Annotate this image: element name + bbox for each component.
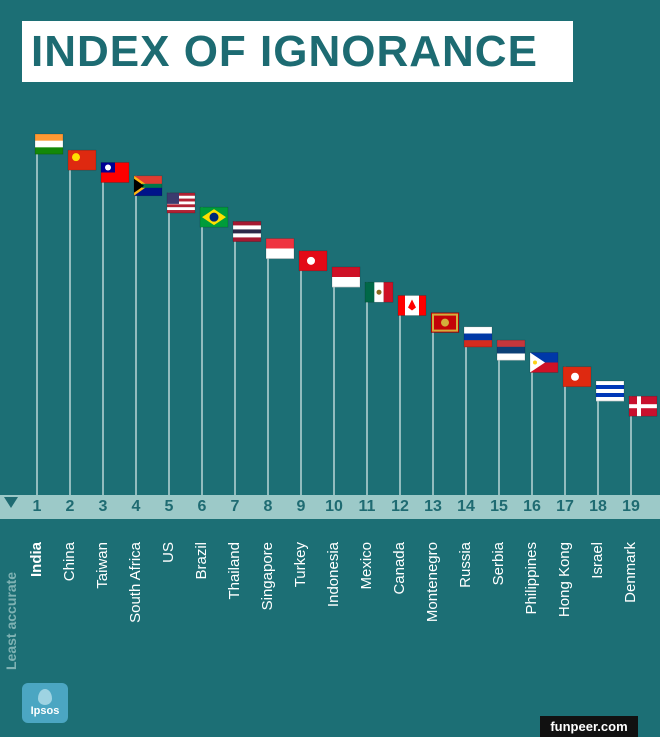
logo-mark-icon	[38, 689, 52, 705]
flag-russia-icon	[463, 326, 493, 348]
flag-india-icon	[34, 133, 64, 155]
flag-taiwan-icon	[100, 162, 130, 183]
logo-text: Ipsos	[30, 705, 60, 717]
flag-thailand-icon	[232, 221, 262, 242]
rank-number: 13	[424, 498, 442, 515]
rank-number: 11	[358, 498, 376, 515]
flag-singapore-icon	[265, 238, 295, 259]
down-arrow-icon	[4, 497, 18, 508]
country-label: Canada	[391, 542, 408, 595]
country-label: Mexico	[358, 542, 375, 590]
flag-canada-icon	[397, 295, 427, 316]
country-label: Hong Kong	[556, 542, 573, 618]
rank-number: 10	[325, 498, 343, 515]
flag-us-icon	[166, 192, 196, 214]
rank-bar	[0, 495, 660, 519]
country-label: Montenegro	[424, 542, 441, 623]
rank-number: 5	[164, 498, 174, 515]
flag-indonesia-icon	[331, 266, 361, 288]
title-box: INDEX OF IGNORANCE	[22, 21, 573, 82]
country-label: Israel	[589, 542, 606, 579]
country-label: Turkey	[292, 542, 309, 588]
country-label: South Africa	[127, 542, 144, 623]
flag-south-africa-icon	[133, 175, 163, 197]
country-label: Thailand	[226, 542, 243, 600]
country-label: Denmark	[622, 542, 639, 603]
country-label: Serbia	[490, 542, 507, 586]
flag-israel-icon	[595, 380, 625, 402]
rank-number: 2	[65, 498, 75, 515]
country-label: Singapore	[259, 542, 276, 611]
axis-label: Least accurate	[3, 571, 19, 670]
flag-philippines-icon	[529, 352, 559, 373]
flag-china-icon	[67, 149, 97, 171]
country-label: India	[28, 542, 45, 578]
chart-title: INDEX OF IGNORANCE	[31, 26, 538, 76]
rank-number: 3	[98, 498, 108, 515]
rank-number: 19	[622, 498, 640, 515]
rank-number: 2	[649, 496, 660, 518]
rank-number: 17	[556, 498, 574, 515]
rank-number: 15	[490, 498, 508, 515]
country-label: Philippines	[523, 542, 540, 615]
ipsos-logo: Ipsos	[22, 683, 68, 723]
rank-number: 7	[230, 498, 240, 515]
rank-number: 12	[391, 498, 409, 515]
country-label: Indonesia	[325, 542, 342, 608]
rank-number: 16	[523, 498, 541, 515]
country-label: US	[160, 542, 177, 563]
flag-montenegro-icon	[430, 312, 460, 333]
rank-number: 8	[263, 498, 273, 515]
rank-number: 9	[296, 498, 306, 515]
flag-hong-kong-icon	[562, 366, 592, 388]
rank-number: 18	[589, 498, 607, 515]
country-label: Russia	[457, 542, 474, 588]
flag-denmark-icon	[628, 395, 658, 417]
flag-turkey-icon	[298, 250, 328, 272]
country-label: China	[61, 542, 78, 582]
country-label: Taiwan	[94, 542, 111, 589]
flag-serbia-icon	[496, 339, 526, 361]
rank-number: 4	[131, 498, 141, 515]
watermark: funpeer.com	[540, 716, 638, 737]
rank-number: 6	[197, 498, 207, 515]
flag-brazil-icon	[199, 206, 229, 228]
rank-number: 1	[32, 498, 42, 515]
rank-number: 14	[457, 498, 475, 515]
country-label: Brazil	[193, 542, 210, 580]
flag-mexico-icon	[364, 281, 394, 303]
